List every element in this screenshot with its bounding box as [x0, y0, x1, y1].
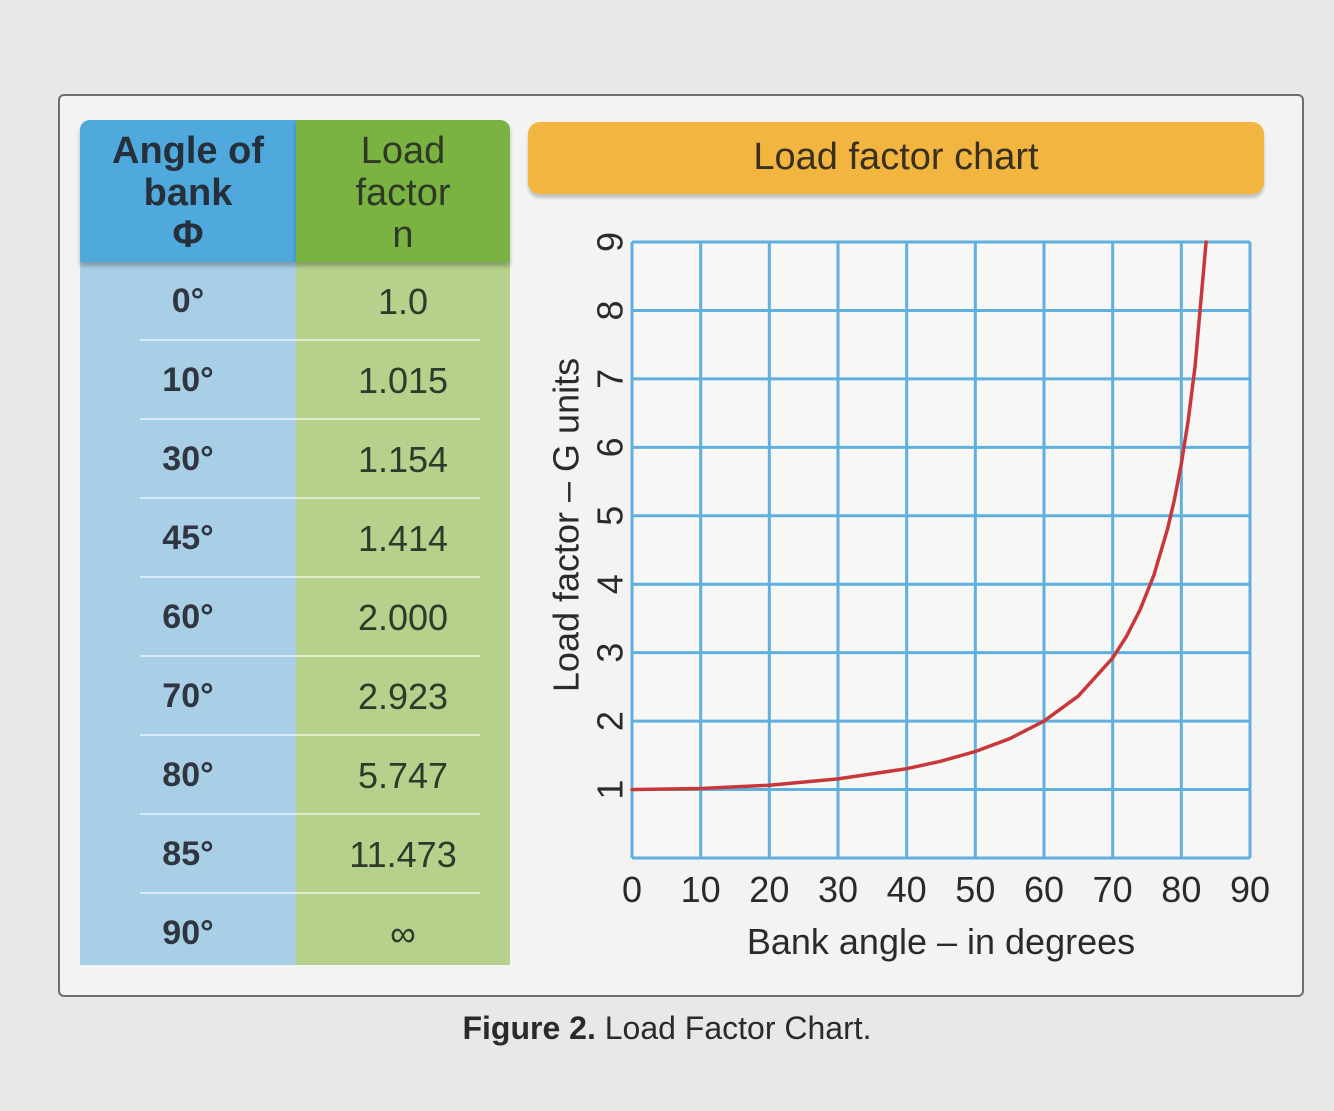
load-factor-cell: 1.154 [357, 439, 449, 480]
y-tick-label: 6 [590, 437, 631, 457]
row-divider [140, 339, 480, 341]
x-tick-label: 60 [1024, 869, 1064, 910]
angle-cell: 60° [162, 598, 214, 636]
table-row: 70° 2.923 [80, 657, 510, 736]
chart-title: Load factor chart [528, 122, 1264, 194]
row-divider [140, 892, 480, 894]
table-row: 80° 5.747 [80, 736, 510, 815]
plot-area [632, 242, 1250, 858]
y-tick-label: 8 [590, 300, 631, 320]
row-divider [140, 576, 480, 578]
table-row: 60° 2.000 [80, 578, 510, 657]
x-tick-label: 50 [955, 869, 995, 910]
figure-caption: Figure 2. Load Factor Chart. [0, 1010, 1334, 1047]
table-row: 45° 1.414 [80, 499, 510, 578]
load-factor-cell: 5.747 [357, 755, 449, 796]
table-row: 10° 1.015 [80, 341, 510, 420]
load-factor-cell: 2.000 [357, 597, 449, 638]
y-tick-label: 3 [590, 643, 631, 663]
row-divider [140, 497, 480, 499]
x-tick-label: 80 [1161, 869, 1201, 910]
y-tick-label: 2 [590, 711, 631, 731]
series-line-load-factor [630, 240, 1208, 792]
angle-header-line-1: Angle of [112, 130, 264, 172]
x-tick-label: 30 [818, 869, 858, 910]
load-header-line-1: Load [360, 130, 446, 172]
y-tick-label: 9 [590, 232, 631, 252]
load-factor-cell: 1.015 [357, 360, 449, 401]
caption-text: Load Factor Chart. [595, 1010, 872, 1046]
table-row: 30° 1.154 [80, 420, 510, 499]
angle-cell: 85° [162, 835, 214, 873]
load-factor-cell: ∞ [390, 913, 416, 954]
angle-cell: 80° [162, 756, 214, 794]
x-tick-label: 40 [887, 869, 927, 910]
table-row: 0° 1.0 [80, 262, 510, 341]
angle-cell: 90° [162, 914, 214, 952]
x-tick-label: 70 [1093, 869, 1133, 910]
table-row: 85° 11.473 [80, 815, 510, 894]
angle-header-line-2: bank [143, 172, 233, 214]
table-row: 90° ∞ [80, 894, 510, 973]
row-divider [140, 813, 480, 815]
x-tick-label: 20 [749, 869, 789, 910]
load-factor-cell: 1.0 [377, 281, 429, 322]
caption-label: Figure 2. [462, 1010, 596, 1046]
angle-cell: 0° [171, 282, 205, 320]
x-tick-label: 10 [681, 869, 721, 910]
angle-cell: 45° [162, 519, 214, 557]
x-tick-label: 90 [1230, 869, 1270, 910]
angle-cell: 10° [162, 361, 214, 399]
load-factor-chart: 0 10 20 30 40 50 60 70 80 90 1 2 3 4 5 6 7 8 9 Bank angle –… [546, 232, 1271, 962]
angle-cell: 70° [162, 677, 214, 715]
x-tick-label: 0 [622, 869, 642, 910]
y-tick-label: 4 [590, 574, 631, 594]
y-tick-label: 7 [590, 369, 631, 389]
x-axis-label: Bank angle – in degrees [747, 921, 1135, 962]
load-header-line-2: factor [355, 172, 451, 214]
angle-cell: 30° [162, 440, 214, 478]
load-column-header: Load factor n [296, 120, 510, 262]
angle-column-header: Angle of bank Φ [80, 120, 296, 262]
load-header-symbol: n [392, 214, 414, 256]
y-tick-label: 5 [590, 506, 631, 526]
load-factor-cell: 1.414 [357, 518, 449, 559]
row-divider [140, 734, 480, 736]
row-divider [140, 418, 480, 420]
y-tick-label: 1 [590, 780, 631, 800]
load-factor-table: Angle of bank Φ Load factor n 0° 1.0 10° 1.… [80, 120, 510, 965]
y-axis-label: Load factor – G units [546, 358, 587, 692]
load-factor-cell: 11.473 [349, 834, 457, 875]
row-divider [140, 655, 480, 657]
angle-header-symbol: Φ [172, 214, 204, 256]
load-factor-cell: 2.923 [357, 676, 449, 717]
